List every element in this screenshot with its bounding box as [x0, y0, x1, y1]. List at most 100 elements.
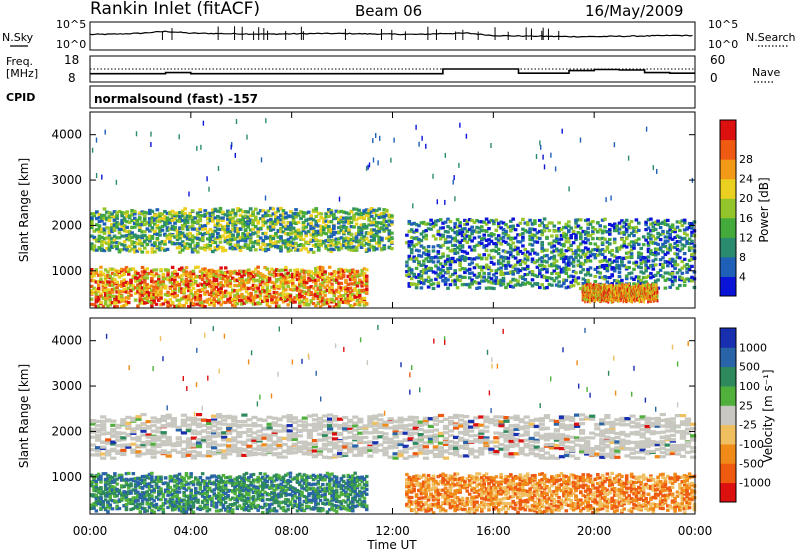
heatmap-cell: [301, 246, 306, 250]
heatmap-cell: [301, 214, 306, 218]
heatmap-cell: [618, 283, 620, 287]
heatmap-cell: [334, 280, 339, 284]
heatmap-cell: [680, 278, 685, 282]
heatmap-cell: [540, 233, 544, 237]
heatmap-cell: [302, 269, 307, 273]
heatmap-cell: [535, 259, 540, 263]
heatmap-cell: [344, 297, 348, 301]
heatmap-cell: [309, 278, 313, 282]
heatmap-cell: [348, 271, 353, 275]
heatmap-cell: [155, 245, 160, 249]
heatmap-cell: [311, 276, 316, 280]
heatmap-cell: [161, 279, 166, 283]
heatmap-cell: [316, 287, 320, 291]
heatmap-cell: [523, 278, 528, 282]
heatmap-cell: [436, 256, 441, 260]
heatmap-cell: [100, 235, 104, 239]
heatmap-cell: [243, 233, 248, 237]
heatmap-cell: [125, 210, 129, 214]
heatmap-cell: [217, 269, 221, 273]
heatmap-cell: [304, 231, 308, 235]
heatmap-cell: [327, 248, 331, 252]
heatmap-cell: [668, 257, 672, 261]
heatmap-cell: [509, 238, 513, 242]
heatmap-cell: [412, 236, 416, 240]
heatmap-cell: [274, 244, 278, 248]
heatmap-cell: [193, 248, 198, 252]
heatmap-cell: [600, 248, 605, 252]
heatmap-cell: [256, 273, 260, 277]
heatmap-cell: [135, 237, 140, 241]
heatmap-cell: [143, 270, 147, 274]
heatmap-cell: [329, 243, 334, 247]
heatmap-cell: [120, 305, 124, 309]
heatmap-cell: [291, 284, 295, 288]
heatmap-cell: [286, 247, 291, 251]
heatmap-cell: [441, 278, 445, 283]
heatmap-cell: [658, 238, 663, 242]
heatmap-cell: [150, 296, 154, 300]
heatmap-cell: [649, 237, 653, 241]
heatmap-cell: [94, 268, 99, 272]
heatmap-cell: [501, 263, 506, 267]
heatmap-cell: [593, 255, 598, 259]
heatmap-cell: [133, 286, 138, 290]
heatmap-cell: [472, 248, 477, 252]
heatmap-cell: [281, 220, 286, 224]
heatmap-cell: [344, 238, 349, 242]
heatmap-cell: [138, 274, 142, 278]
heatmap-cell: [237, 294, 242, 298]
heatmap-cell: [309, 225, 313, 229]
heatmap-cell: [591, 237, 595, 241]
heatmap-cell: [272, 274, 277, 278]
heatmap-cell: [472, 273, 477, 277]
heatmap-cell: [523, 257, 528, 261]
heatmap-cell: [513, 245, 518, 249]
heatmap-cell: [332, 230, 336, 234]
heatmap-cell: [325, 288, 330, 292]
heatmap-cell: [477, 281, 482, 285]
heatmap-cell: [99, 294, 103, 298]
heatmap-cell: [542, 217, 547, 221]
heatmap-cell: [513, 278, 518, 282]
heatmap-cell: [180, 218, 185, 223]
heatmap-cell: [110, 301, 115, 305]
heatmap-cell: [656, 252, 660, 256]
heatmap-cell: [624, 230, 629, 234]
heatmap-cell: [180, 278, 184, 282]
heatmap-cell: [296, 234, 301, 238]
nave-ytick-bottom: 0: [710, 71, 718, 85]
heatmap-cell: [152, 300, 156, 304]
heatmap-cell: [574, 225, 578, 229]
heatmap-cell: [314, 278, 318, 282]
heatmap-cell: [180, 304, 184, 308]
heatmap-cell: [632, 240, 636, 244]
heatmap-cell: [120, 218, 124, 222]
heatmap-cell: [605, 247, 610, 251]
heatmap-cell: [173, 211, 177, 215]
heatmap-cell: [329, 249, 334, 254]
heatmap-cell: [140, 223, 145, 227]
heatmap-cell: [154, 282, 159, 286]
heatmap-cell: [678, 268, 682, 272]
heatmap-cell: [261, 277, 265, 281]
heatmap-cell: [330, 282, 334, 286]
heatmap-cell: [641, 235, 646, 239]
heatmap-cell: [480, 268, 484, 272]
heatmap-cell: [499, 272, 503, 277]
heatmap-cell: [624, 218, 629, 222]
heatmap-cell: [231, 247, 235, 251]
heatmap-cell: [187, 294, 191, 298]
heatmap-cell: [124, 302, 129, 306]
heatmap-cell: [431, 260, 436, 264]
heatmap-cell: [596, 248, 600, 252]
heatmap-cell: [685, 233, 689, 237]
heatmap-cell: [196, 283, 200, 288]
heatmap-cell: [168, 210, 172, 215]
heatmap-cell: [143, 301, 147, 305]
heatmap-cell: [277, 269, 281, 273]
heatmap-cell: [384, 236, 389, 240]
heatmap-cell: [213, 225, 218, 229]
heatmap-cell: [632, 226, 636, 230]
heatmap-cell: [504, 285, 508, 290]
